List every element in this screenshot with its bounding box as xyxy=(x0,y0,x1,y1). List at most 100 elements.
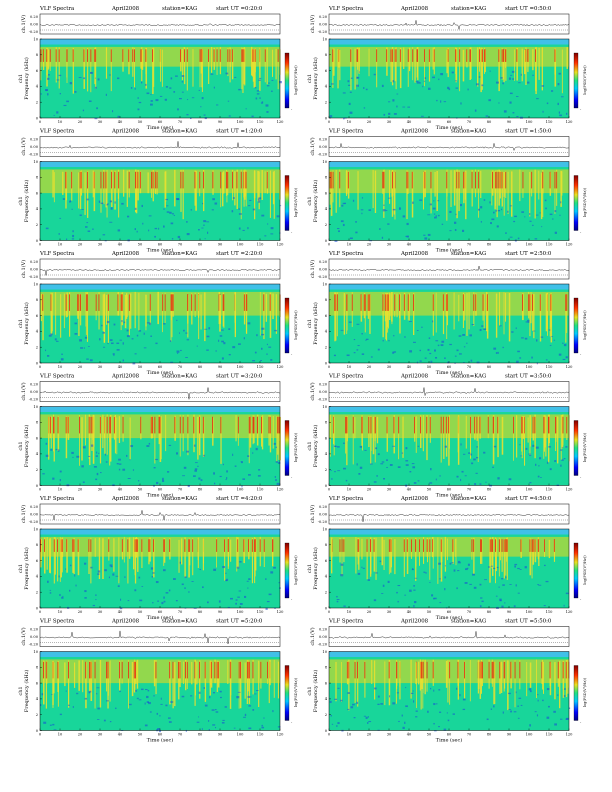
sferic-streak xyxy=(88,539,90,574)
noise-speck xyxy=(367,579,371,581)
noise-speck xyxy=(60,358,64,361)
x-tick-label: 60 xyxy=(447,243,452,247)
noise-speck xyxy=(424,237,428,240)
colorbar xyxy=(284,665,290,721)
sferic-streak xyxy=(516,415,518,458)
sferic-streak xyxy=(272,171,275,205)
noise-speck xyxy=(204,238,206,240)
noise-speck xyxy=(365,716,368,719)
noise-speck xyxy=(414,601,417,604)
noise-speck xyxy=(364,449,367,451)
noise-speck xyxy=(247,227,249,230)
sferic-streak xyxy=(227,539,230,567)
noise-speck xyxy=(508,709,512,711)
sferic-core xyxy=(384,294,386,311)
sferic-core xyxy=(447,49,449,62)
y-tick-label: 0 xyxy=(325,116,328,120)
sferic-streak xyxy=(266,47,268,85)
noise-speck xyxy=(163,569,166,572)
noise-speck xyxy=(355,231,358,234)
x-tick-label: 80 xyxy=(198,733,203,737)
sferic-core xyxy=(382,294,384,311)
noise-speck xyxy=(235,599,238,601)
x-tick-label: 120 xyxy=(277,733,285,737)
sferic-streak xyxy=(279,417,281,461)
noise-speck xyxy=(266,601,270,603)
panel-date: April2008 xyxy=(111,496,140,502)
noise-speck xyxy=(430,687,432,690)
noise-speck xyxy=(488,566,490,568)
noise-speck xyxy=(349,111,353,114)
sferic-core xyxy=(341,539,343,552)
noise-speck xyxy=(406,222,409,226)
noise-speck xyxy=(365,338,369,341)
spectrogram-panel: VLF Spectra April2008 station=KAG start UT … xyxy=(18,6,298,131)
panel-title: VLF Spectra xyxy=(328,6,364,12)
noise-speck xyxy=(109,200,113,203)
sferic-core xyxy=(98,294,100,311)
sferic-streak xyxy=(357,171,359,210)
noise-speck xyxy=(507,692,511,695)
noise-speck xyxy=(89,690,92,693)
sferic-core xyxy=(103,171,105,189)
noise-speck xyxy=(381,84,384,88)
panel-start-time: start UT =1:50:0 xyxy=(505,129,552,135)
noise-speck xyxy=(397,600,399,603)
sferic-streak xyxy=(85,293,87,335)
noise-speck xyxy=(377,695,380,698)
low-frequency-noise xyxy=(334,197,562,242)
noise-speck xyxy=(149,711,152,713)
x-tick-label: 80 xyxy=(198,120,203,124)
amplitude-trace xyxy=(328,387,570,396)
noise-speck xyxy=(566,112,568,115)
y-tick-label: 10 xyxy=(33,527,38,531)
noise-speck xyxy=(358,473,361,475)
sferic-core xyxy=(49,49,51,62)
noise-speck xyxy=(119,339,122,341)
noise-speck xyxy=(516,360,519,363)
x-tick-label: 120 xyxy=(566,733,574,737)
sferic-core xyxy=(199,49,201,62)
noise-speck xyxy=(357,572,361,575)
x-tick-label: 70 xyxy=(467,610,472,614)
noise-speck xyxy=(340,220,344,223)
sferic-streak xyxy=(79,415,80,466)
sferic-streak xyxy=(529,538,532,576)
noise-speck xyxy=(122,468,126,471)
sferic-core xyxy=(479,416,481,434)
sferic-core xyxy=(360,294,362,311)
sferic-core xyxy=(532,294,533,311)
noise-speck xyxy=(471,324,475,326)
noise-speck xyxy=(130,87,133,89)
sferic-streak xyxy=(259,47,261,69)
sferic-streaks xyxy=(40,536,274,584)
sferic-streak xyxy=(107,662,109,696)
sferic-streak xyxy=(554,170,556,214)
sferic-streak xyxy=(261,415,264,450)
sferic-streak xyxy=(269,415,272,453)
colorbar-tick-label: - xyxy=(580,598,582,602)
noise-speck xyxy=(412,466,416,469)
noise-speck xyxy=(150,100,153,102)
sferic-core xyxy=(346,661,348,679)
noise-speck xyxy=(343,467,346,470)
colorbar xyxy=(573,175,579,231)
noise-speck xyxy=(336,599,340,600)
sferic-streak xyxy=(141,539,143,568)
noise-speck xyxy=(511,331,514,333)
x-tick-label: 80 xyxy=(487,610,492,614)
sferic-streak xyxy=(478,170,480,218)
amplitude-frame xyxy=(328,381,570,402)
y-tick-label: 6 xyxy=(36,69,39,73)
sferic-streak xyxy=(494,661,496,704)
noise-speck xyxy=(389,464,393,466)
sferic-streak xyxy=(358,47,360,74)
panel-station: station=KAG xyxy=(451,374,486,380)
noise-speck xyxy=(119,607,123,610)
sferic-core xyxy=(373,539,375,552)
sferic-streak xyxy=(136,659,139,689)
noise-speck xyxy=(118,458,121,461)
noise-speck xyxy=(373,73,376,76)
noise-speck xyxy=(238,590,242,592)
panel-station: station=KAG xyxy=(162,374,197,380)
